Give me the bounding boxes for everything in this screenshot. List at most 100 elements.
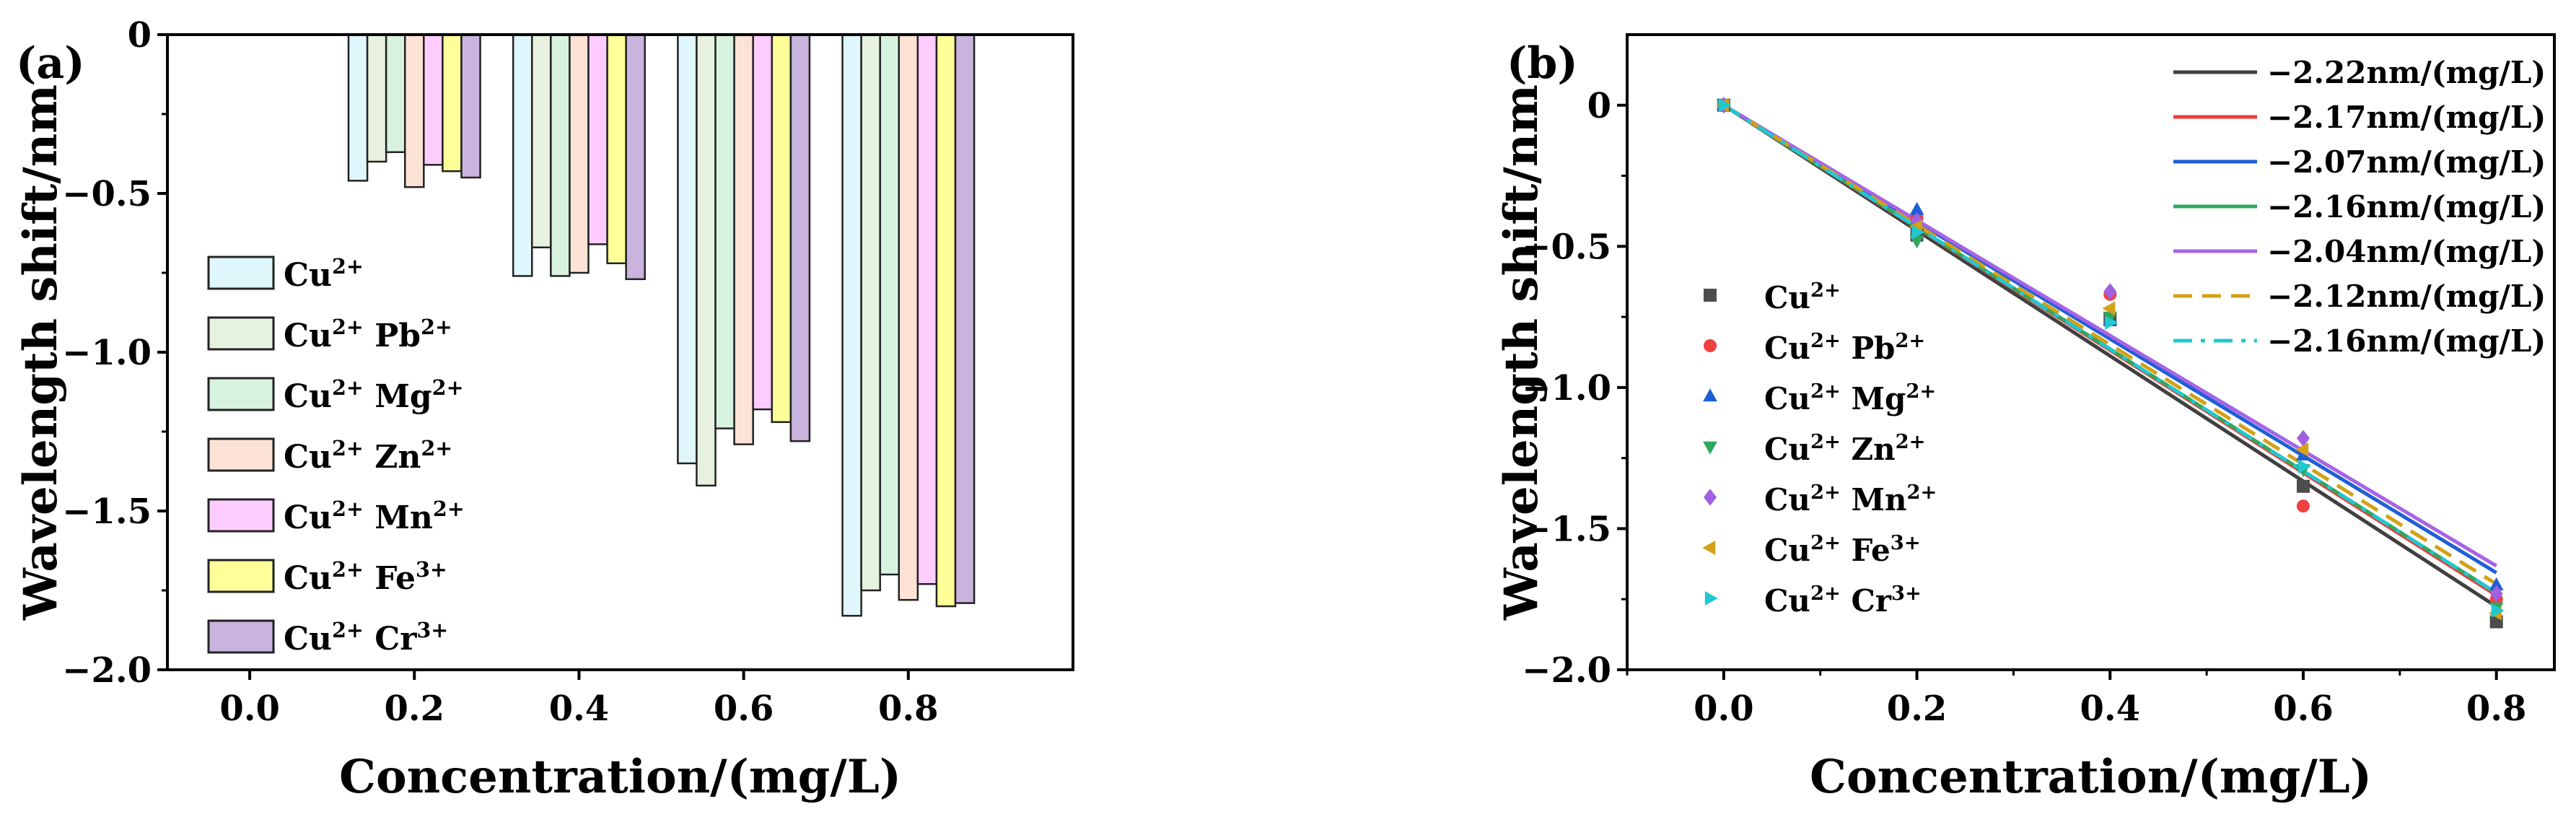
data-point [1911,224,1925,240]
panel-a-axis-ticks: 0.0 0.2 0.4 0.6 0.8 0 −0.5 −1.0 −1.5 −2.0 [62,15,938,729]
x-tick-label: 0.6 [2273,689,2334,729]
y-tick-label: −1.0 [62,333,152,373]
legend-label: Cu2+ Mn2+ [284,497,465,536]
scatter-legend-label: Cu2+ [1764,279,1841,315]
bar [860,33,881,592]
legend-label: Cu2+ [284,254,364,294]
bar [403,33,425,188]
y-tick-label: −0.5 [62,174,152,214]
panel-b-y-axis-label: Wavelength shift/nm [1494,84,1548,621]
fit-legend-label: −2.22nm/(mg/L) [2267,55,2546,90]
data-point [2296,429,2310,447]
fit-legend-label: −2.16nm/(mg/L) [2267,189,2546,224]
data-point [2296,479,2310,493]
data-point [2297,459,2311,474]
x-tick-label: 0.0 [219,689,280,729]
data-point [1909,201,1924,215]
panel-a-legend: Cu2+ Cu2+ Pb2+ Cu2+ Mg2+ Cu2+ Zn2+ Cu2+ Mn2+… [207,254,465,658]
fit-legend-label: −2.12nm/(mg/L) [2267,279,2546,314]
data-point [1704,489,1717,506]
bar [677,33,698,465]
panel-a-y-axis-label: Wavelength shift/nm [14,84,68,621]
bar [789,33,811,442]
bar [752,33,774,411]
data-point [2105,315,2119,330]
bar [550,33,571,277]
x-tick-label: 0.8 [878,689,939,729]
panel-b-fit-lines [1722,103,2498,608]
x-tick-label: 0.6 [714,689,774,729]
bar [569,33,590,274]
fit-legend-label: −2.16nm/(mg/L) [2267,323,2546,359]
legend-swatch [207,498,275,533]
data-point [1718,97,1732,113]
data-point [2489,585,2503,603]
panel-b-scatter-legend: Cu2+ Cu2+ Pb2+ Cu2+ Mg2+ Cu2+ Zn2+ Cu2+ Mn2+… [1702,279,1937,619]
data-point [1704,339,1717,352]
data-point [2295,442,2309,457]
panel-a-x-axis-label: Concentration/(mg/L) [339,750,901,804]
bar [423,33,444,166]
data-point [1704,591,1718,606]
data-point [2489,577,2504,590]
bar [954,33,976,604]
panel-b-data-points [1716,97,2505,629]
x-tick-label: 0.2 [385,689,445,729]
data-point [2102,301,2116,316]
fit-legend-label: −2.17nm/(mg/L) [2267,100,2546,135]
legend-swatch [207,619,275,654]
scatter-legend-label: Cu2+ Mn2+ [1764,481,1937,517]
x-tick-label: 0.8 [2466,689,2527,729]
data-point [1704,289,1717,302]
bar [935,33,957,608]
legend-label: Cu2+ Mg2+ [284,375,464,415]
fit-line [1722,103,2498,595]
bar [714,33,735,429]
bar [771,33,792,424]
panel-a-label: (a) [16,38,85,89]
bar [531,33,552,249]
bar [733,33,754,445]
bar [385,33,406,154]
data-point [1909,235,1924,249]
data-point [2103,283,2117,300]
bar [625,33,646,281]
panel-a-bar-chart: (a) 0.0 0.2 0.4 0.6 0.8 0 −0.5 −1.0 −1.5 −2.0 Con… [14,15,1074,804]
x-tick-label: 0.4 [2080,689,2141,729]
scatter-legend-label: Cu2+ Pb2+ [1764,329,1925,366]
x-tick-label: 0.0 [1694,689,1754,729]
legend-label: Cu2+ Cr3+ [284,618,448,658]
legend-swatch [207,559,275,593]
data-point [2103,311,2118,325]
legend-swatch [207,255,275,290]
data-point [1703,441,1717,455]
fit-legend-label: −2.04nm/(mg/L) [2267,234,2546,269]
y-tick-label: 0 [1587,86,1611,126]
data-point [2296,499,2310,513]
scatter-legend-label: Cu2+ Fe3+ [1764,531,1921,568]
legend-swatch [207,316,275,351]
bar [898,33,919,601]
y-tick-label: −1.0 [1522,368,1611,409]
panel-b-plot-frame [1626,33,2556,671]
bar [366,33,387,163]
legend-label: Cu2+ Pb2+ [284,315,452,354]
panel-a-bars [347,33,976,617]
legend-swatch [207,377,275,411]
legend-label: Cu2+ Fe3+ [284,557,447,597]
y-tick-label: −0.5 [1522,227,1611,267]
fit-line [1722,103,2497,568]
panel-b-axis-ticks: 0.0 0.2 0.4 0.6 0.8 0 −0.5 −1.0 −1.5 −2.0 [1522,86,2526,729]
bar [512,33,533,277]
panel-b-x-axis-label: Concentration/(mg/L) [1810,750,2372,804]
y-tick-label: −2.0 [1522,650,1611,691]
data-point [2491,603,2505,618]
scatter-legend-label: Cu2+ Mg2+ [1764,380,1936,416]
bar [347,33,369,182]
panel-b-fit-legend: −2.22nm/(mg/L) −2.17nm/(mg/L) −2.07nm/(mg/… [2173,55,2546,359]
fit-legend-label: −2.07nm/(mg/L) [2267,144,2546,180]
bar [841,33,862,617]
x-tick-label: 0.2 [1887,689,1948,729]
data-point [2296,447,2310,460]
